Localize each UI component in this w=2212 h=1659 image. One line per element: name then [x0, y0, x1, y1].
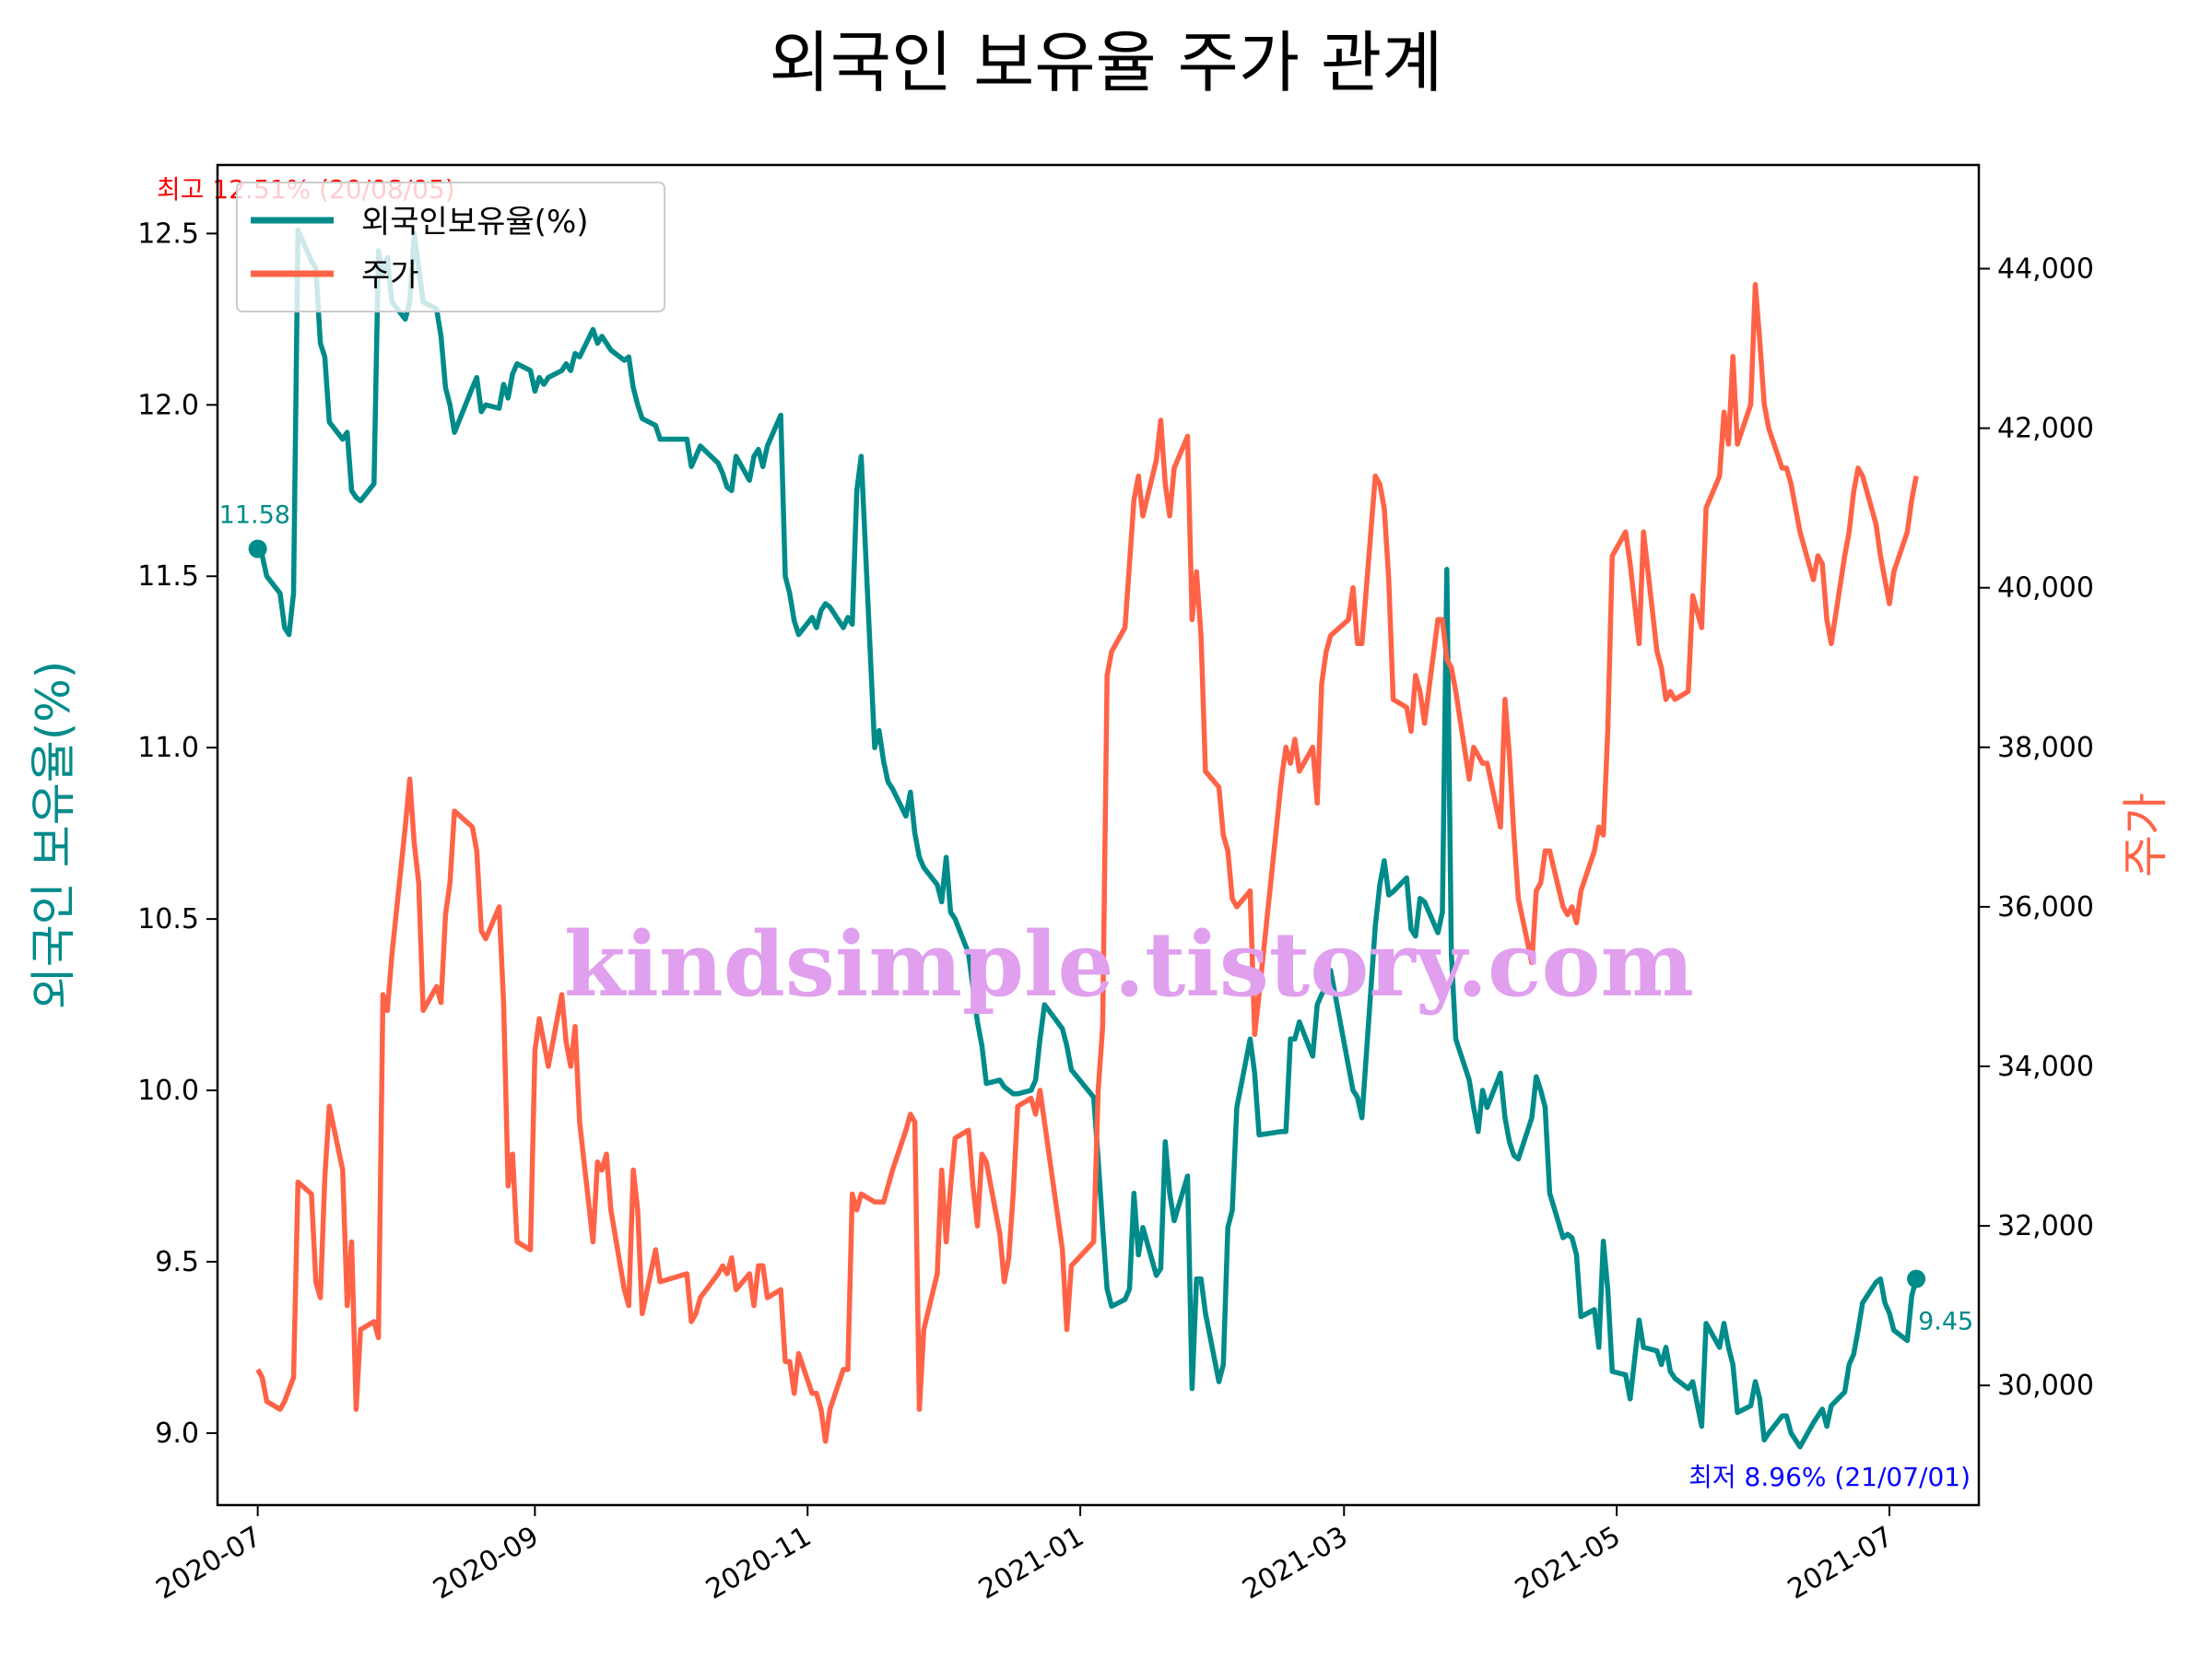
x-tick-label: 2021-03 — [1237, 1521, 1353, 1606]
endpoint-markers: 11.58 9.45 — [219, 500, 1974, 1335]
y-right-tick-label: 32,000 — [1997, 1210, 2094, 1242]
y-right-axis-ticks: 30,000 32,000 34,000 36,000 38,000 40,000 42,0… — [1979, 253, 2094, 1402]
min-annotation: 최저 8.96% (21/07/01) — [1688, 1462, 1971, 1492]
y-right-tick-label: 40,000 — [1997, 572, 2094, 605]
x-axis-ticks: 2020-07 2020-09 2020-11 2021-01 2021-03 2021-… — [151, 1505, 1899, 1606]
series-line-price — [255, 282, 1919, 1444]
x-tick-label: 2020-09 — [428, 1521, 544, 1606]
legend-box — [236, 182, 665, 312]
y-right-tick-label: 36,000 — [1997, 891, 2094, 924]
end-point-marker — [1907, 1269, 1926, 1288]
y-right-tick-label: 30,000 — [1997, 1370, 2094, 1402]
y-right-tick-label: 44,000 — [1997, 253, 2094, 286]
legend: 외국인보유율(%) 주가 — [236, 182, 665, 312]
y-right-axis-label: 주가 — [2119, 793, 2172, 877]
price-series — [255, 282, 1919, 1444]
y-left-tick-label: 9.0 — [155, 1418, 199, 1450]
x-tick-label: 2020-11 — [700, 1521, 817, 1606]
x-tick-label: 2021-05 — [1510, 1521, 1626, 1606]
y-left-tick-label: 10.0 — [137, 1075, 199, 1107]
start-point-marker — [248, 539, 267, 559]
y-left-tick-label: 11.0 — [137, 732, 199, 764]
end-value-label: 9.45 — [1918, 1308, 1973, 1336]
legend-label-holding: 외국인보유율(%) — [361, 204, 589, 241]
y-left-tick-label: 12.0 — [137, 389, 199, 421]
start-value-label: 11.58 — [219, 500, 290, 529]
x-tick-label: 2021-01 — [973, 1521, 1089, 1606]
plot-frame — [216, 163, 1981, 1507]
x-tick-label: 2021-07 — [1783, 1521, 1899, 1606]
y-left-tick-label: 12.5 — [137, 218, 199, 250]
y-left-axis-label: 외국인 보유율(%) — [27, 661, 80, 1009]
y-right-tick-label: 42,000 — [1997, 413, 2094, 445]
watermark: kindsimple.tistory.com — [564, 912, 1694, 1017]
y-left-tick-label: 11.5 — [137, 560, 199, 593]
y-right-tick-label: 34,000 — [1997, 1051, 2094, 1083]
y-right-tick-label: 38,000 — [1997, 732, 2094, 764]
legend-label-price: 주가 — [361, 257, 419, 294]
y-left-tick-label: 9.5 — [155, 1246, 199, 1278]
y-left-axis-ticks: 9.0 9.5 10.0 10.5 11.0 11.5 12.0 12.5 — [137, 218, 218, 1450]
holding-series — [255, 227, 1919, 1450]
chart-title: 외국인 보유율 주가 관계 — [769, 24, 1442, 101]
y-left-tick-label: 10.5 — [137, 903, 199, 935]
x-tick-label: 2020-07 — [151, 1521, 267, 1606]
series-line-holding — [255, 227, 1919, 1450]
